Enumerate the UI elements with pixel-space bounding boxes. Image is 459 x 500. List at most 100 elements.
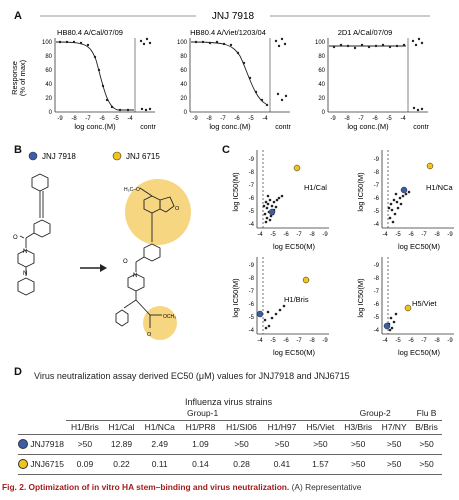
svg-text:-4: -4 bbox=[374, 328, 380, 334]
plot-3-subtitle: 2D1 A/Cal/07/09 bbox=[338, 28, 393, 37]
svg-text:-6: -6 bbox=[374, 196, 380, 202]
svg-text:-9: -9 bbox=[322, 338, 328, 344]
svg-text:N: N bbox=[23, 271, 27, 277]
svg-text:-9: -9 bbox=[374, 263, 380, 269]
table-cell: >50 bbox=[313, 439, 328, 449]
svg-text:-6: -6 bbox=[249, 302, 255, 308]
svg-text:-5: -5 bbox=[113, 116, 119, 122]
group-header: Group-1 bbox=[66, 407, 340, 421]
svg-text:-5: -5 bbox=[270, 338, 276, 344]
table-main-header: Influenza virus strains bbox=[185, 396, 273, 407]
figure-caption: Fig. 2. Optimization of in vitro HA stem… bbox=[2, 482, 457, 492]
scatter-plot-h1-cal: log IC50(M) log EC50(M) H1/Cal -4 -5 -6 -7… bbox=[231, 150, 329, 251]
svg-text:-6: -6 bbox=[283, 232, 289, 238]
plot-1-ytick: 100 bbox=[42, 40, 53, 46]
svg-text:-8: -8 bbox=[374, 276, 380, 282]
table-cell: 0.28 bbox=[233, 459, 250, 469]
table-cell: >50 bbox=[419, 459, 434, 469]
row-label: JNJ7918 bbox=[30, 438, 64, 449]
svg-text:-9: -9 bbox=[447, 338, 453, 344]
svg-text:-4: -4 bbox=[257, 232, 263, 238]
jnj6715-marker-icon bbox=[112, 151, 122, 161]
table-cell: >50 bbox=[350, 459, 366, 469]
svg-text:-8: -8 bbox=[309, 338, 315, 344]
svg-text:-4: -4 bbox=[262, 116, 268, 122]
svg-text:-9: -9 bbox=[447, 232, 453, 238]
column-header: H7/NY bbox=[381, 422, 407, 432]
svg-text:-5: -5 bbox=[395, 232, 401, 238]
panel-label-b: B bbox=[14, 144, 22, 156]
ester-highlight bbox=[143, 306, 177, 340]
scatter-label: H5/Viet bbox=[412, 299, 437, 308]
row-label: JNJ6715 bbox=[30, 458, 64, 469]
svg-text:80: 80 bbox=[180, 54, 187, 60]
svg-text:-9: -9 bbox=[192, 116, 198, 122]
group-header: Group-2 bbox=[339, 407, 412, 421]
dose-response-plot-3: 2D1 A/Cal/07/09 100 80 60 40 20 0 -9 -8 … bbox=[315, 28, 429, 131]
svg-text:80: 80 bbox=[318, 54, 325, 60]
svg-text:-5: -5 bbox=[270, 232, 276, 238]
dose-response-plot-1: HB80.4 A/Cal/07/09 100 80 60 40 20 0 -9 … bbox=[42, 28, 156, 131]
svg-text:-9: -9 bbox=[330, 116, 336, 122]
plot-3-contr: contr bbox=[413, 124, 429, 131]
svg-text:-7: -7 bbox=[421, 338, 427, 344]
table-row: JNJ6715 0.09 0.22 0.11 0.14 0.28 0.41 1.… bbox=[18, 454, 442, 474]
scatter-plot-h1-nca: log IC50(M) log EC50(M) H1/NCa -4 -5 -6 -7… bbox=[356, 150, 454, 251]
svg-text:0: 0 bbox=[184, 110, 188, 116]
svg-text:log EC50(M): log EC50(M) bbox=[398, 242, 441, 251]
scatter-label: H1/NCa bbox=[426, 183, 454, 192]
svg-text:0: 0 bbox=[322, 110, 326, 116]
column-header: H1/NCa bbox=[144, 422, 175, 432]
svg-text:log IC50(M): log IC50(M) bbox=[356, 278, 365, 318]
svg-text:-4: -4 bbox=[249, 328, 255, 334]
svg-text:-4: -4 bbox=[257, 338, 263, 344]
svg-text:-8: -8 bbox=[309, 232, 315, 238]
panel-a-title: JNJ 7918 bbox=[212, 11, 255, 22]
panel-d-title: Virus neutralization assay derived EC50 … bbox=[34, 371, 350, 381]
svg-text:-4: -4 bbox=[382, 232, 388, 238]
svg-text:H₃C–O: H₃C–O bbox=[124, 187, 140, 193]
panel-a-figure: JNJ 7918 Response (% of max) HB80.4 A/Ca… bbox=[10, 11, 430, 131]
svg-text:N: N bbox=[133, 273, 137, 279]
svg-text:-4: -4 bbox=[382, 338, 388, 344]
plot-2-xlabel: log conc.(M) bbox=[209, 122, 251, 131]
jnj6715-dot-icon bbox=[18, 459, 28, 470]
table-cell: 2.49 bbox=[151, 439, 168, 449]
svg-text:60: 60 bbox=[180, 68, 187, 74]
table-cell: 0.11 bbox=[151, 459, 168, 469]
panel-a-ylabel-2: (% of max) bbox=[18, 59, 27, 96]
svg-text:-9: -9 bbox=[322, 232, 328, 238]
svg-text:log EC50(M): log EC50(M) bbox=[398, 348, 441, 357]
jnj7918-marker-icon bbox=[28, 151, 38, 161]
svg-text:N: N bbox=[23, 249, 27, 255]
svg-text:-8: -8 bbox=[249, 276, 255, 282]
svg-text:-6: -6 bbox=[374, 302, 380, 308]
plot-1-ytick: 0 bbox=[49, 110, 53, 116]
svg-text:-7: -7 bbox=[85, 116, 91, 122]
column-header: H1/SI06 bbox=[226, 422, 257, 432]
panel-label-c: C bbox=[222, 144, 230, 156]
scatter-label: H1/Cal bbox=[304, 183, 327, 192]
svg-text:-8: -8 bbox=[249, 170, 255, 176]
plot-1-xlabel: log conc.(M) bbox=[74, 122, 116, 131]
svg-text:-4: -4 bbox=[400, 116, 406, 122]
svg-text:-7: -7 bbox=[249, 183, 255, 189]
svg-text:-6: -6 bbox=[99, 116, 105, 122]
panel-b-structures: JNJ 7918 JNJ 6715 O N N H₃C–O bbox=[13, 151, 191, 340]
table-cell: 0.22 bbox=[113, 459, 130, 469]
jnj7918-structure bbox=[17, 173, 51, 296]
column-header: H1/Bris bbox=[70, 422, 99, 432]
svg-text:OCH₃: OCH₃ bbox=[163, 314, 176, 320]
table-cell: 0.14 bbox=[192, 459, 209, 469]
table-cell: 12.89 bbox=[110, 439, 133, 449]
svg-text:-6: -6 bbox=[249, 196, 255, 202]
svg-text:40: 40 bbox=[318, 82, 325, 88]
svg-text:100: 100 bbox=[177, 40, 188, 46]
column-header: H1/Cal bbox=[108, 422, 135, 432]
column-header: H3/Bris bbox=[344, 422, 373, 432]
svg-text:-7: -7 bbox=[296, 338, 302, 344]
svg-text:-7: -7 bbox=[421, 232, 427, 238]
svg-text:-6: -6 bbox=[408, 338, 414, 344]
svg-text:-5: -5 bbox=[395, 338, 401, 344]
plot-1-ytick: 60 bbox=[45, 68, 52, 74]
